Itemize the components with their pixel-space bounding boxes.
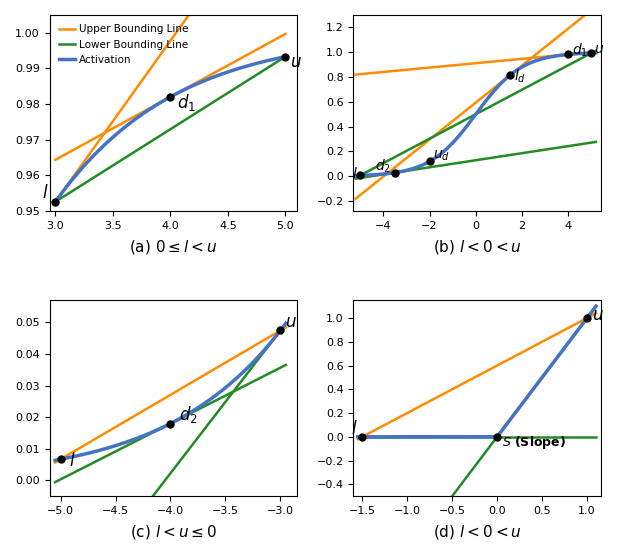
Legend: Upper Bounding Line, Lower Bounding Line, Activation: Upper Bounding Line, Lower Bounding Line… bbox=[55, 20, 192, 69]
Text: $l$: $l$ bbox=[42, 184, 48, 202]
Text: $u$: $u$ bbox=[594, 42, 604, 56]
Text: $l$: $l$ bbox=[69, 451, 76, 470]
Title: (d) $l < 0 < u$: (d) $l < 0 < u$ bbox=[433, 523, 521, 542]
Text: $d_2$: $d_2$ bbox=[179, 404, 198, 425]
Text: $u$: $u$ bbox=[285, 314, 296, 331]
Text: $u$: $u$ bbox=[591, 306, 603, 324]
Text: $d_1$: $d_1$ bbox=[572, 42, 588, 59]
Text: $d_1$: $d_1$ bbox=[177, 92, 196, 112]
Text: $l$: $l$ bbox=[352, 166, 358, 181]
Title: (b) $l < 0 < u$: (b) $l < 0 < u$ bbox=[433, 238, 521, 256]
Text: $u$: $u$ bbox=[290, 53, 302, 71]
Text: $d_2$: $d_2$ bbox=[375, 157, 391, 175]
Text: $u_d$: $u_d$ bbox=[433, 149, 450, 163]
Text: $S$ (Slope): $S$ (Slope) bbox=[502, 434, 565, 451]
Title: (a) $0 \leq l < u$: (a) $0 \leq l < u$ bbox=[129, 238, 218, 256]
Text: $l$: $l$ bbox=[352, 420, 358, 439]
Title: (c) $l < u \leq 0$: (c) $l < u \leq 0$ bbox=[130, 523, 217, 542]
Text: $l_d$: $l_d$ bbox=[514, 68, 526, 86]
